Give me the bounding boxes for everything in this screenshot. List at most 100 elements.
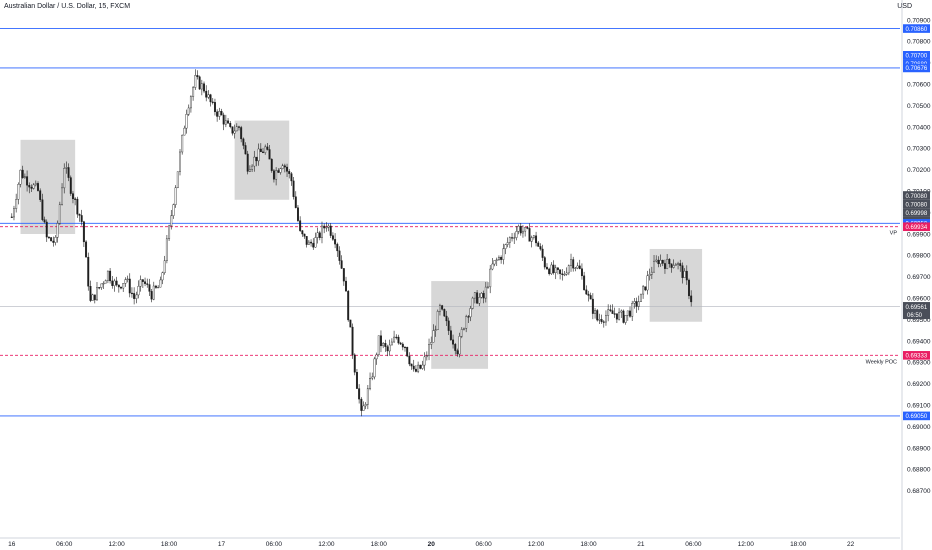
candle-body bbox=[539, 246, 542, 250]
candle-body bbox=[517, 225, 520, 232]
candle-body bbox=[596, 310, 599, 321]
level-price-badge: 0.70860 bbox=[906, 27, 928, 33]
candle-body bbox=[546, 266, 548, 270]
candle-body bbox=[624, 315, 627, 323]
candle-body bbox=[113, 280, 116, 286]
candle-body bbox=[589, 295, 592, 300]
candle-body bbox=[679, 263, 682, 266]
candle-body bbox=[609, 309, 612, 311]
candle-body bbox=[447, 320, 450, 331]
candle-body bbox=[325, 226, 328, 229]
candle-body bbox=[251, 165, 254, 170]
candle-body bbox=[314, 237, 317, 248]
candle-body bbox=[556, 267, 559, 270]
candle-body bbox=[222, 114, 225, 125]
candle-body bbox=[580, 268, 583, 277]
candle-body bbox=[246, 153, 249, 172]
time-tick-label: 18:00 bbox=[161, 541, 178, 548]
price-tick-label: 0.69700 bbox=[907, 274, 931, 281]
price-badge: 0.70080 bbox=[906, 194, 928, 200]
candle-body bbox=[120, 286, 122, 289]
candle-body bbox=[244, 145, 247, 155]
candle-body bbox=[570, 259, 572, 266]
candle-body bbox=[611, 310, 614, 314]
candle-body bbox=[196, 75, 199, 78]
candle-body bbox=[436, 311, 439, 330]
time-tick-label: 22 bbox=[847, 541, 855, 548]
candle-body bbox=[266, 146, 269, 150]
candle-body bbox=[672, 265, 675, 268]
price-tick-label: 0.69600 bbox=[907, 296, 931, 303]
candle-body bbox=[578, 265, 581, 269]
candle-body bbox=[106, 270, 109, 281]
candle-body bbox=[213, 102, 216, 113]
candle-body bbox=[491, 263, 494, 270]
candle-body bbox=[288, 171, 291, 174]
candle-body bbox=[489, 268, 492, 288]
candle-body bbox=[572, 259, 575, 269]
candle-body bbox=[39, 190, 42, 200]
candle-body bbox=[467, 316, 470, 318]
candle-body bbox=[115, 280, 118, 286]
candle-body bbox=[441, 305, 444, 310]
candle-body bbox=[179, 151, 181, 172]
candle-body bbox=[388, 344, 391, 352]
candle-body bbox=[23, 176, 26, 178]
candle-body bbox=[631, 303, 634, 317]
candle-body bbox=[286, 166, 289, 172]
candle-body bbox=[172, 204, 175, 216]
candle-body bbox=[233, 130, 236, 134]
candle-body bbox=[15, 199, 18, 209]
candle-body bbox=[639, 293, 642, 302]
candle-body bbox=[587, 293, 590, 296]
candle-body bbox=[559, 269, 562, 274]
candle-body bbox=[176, 171, 179, 188]
candle-body bbox=[89, 286, 92, 301]
candle-body bbox=[366, 388, 369, 405]
candle-body bbox=[607, 309, 610, 316]
candle-body bbox=[85, 241, 88, 258]
candle-body bbox=[622, 310, 625, 323]
candle-body bbox=[434, 329, 437, 331]
candle-body bbox=[141, 279, 144, 282]
candle-body bbox=[585, 289, 588, 295]
candle-body bbox=[329, 225, 332, 236]
level-price-badge-bg bbox=[903, 411, 930, 421]
candle-body bbox=[478, 297, 481, 304]
candle-body bbox=[469, 308, 472, 318]
candle-body bbox=[165, 238, 168, 261]
candle-body bbox=[576, 265, 579, 269]
candle-body bbox=[362, 405, 365, 411]
candle-body bbox=[663, 263, 666, 269]
candle-body bbox=[613, 313, 616, 315]
candle-body bbox=[155, 285, 157, 288]
candle-body bbox=[358, 388, 361, 400]
candle-body bbox=[152, 285, 155, 300]
candle-body bbox=[26, 176, 29, 186]
candle-body bbox=[414, 368, 417, 372]
candle-body bbox=[200, 83, 203, 90]
candle-body bbox=[438, 305, 441, 312]
candle-body bbox=[456, 350, 459, 355]
candle-body bbox=[307, 241, 310, 245]
price-tick-label: 0.70800 bbox=[907, 39, 931, 46]
candle-body bbox=[428, 344, 430, 356]
candle-body bbox=[163, 260, 166, 273]
highlight-box[interactable] bbox=[234, 120, 290, 200]
candle-body bbox=[54, 237, 57, 243]
price-tick-label: 0.70200 bbox=[907, 167, 931, 174]
candle-body bbox=[476, 292, 479, 304]
candle-body bbox=[111, 280, 114, 286]
candle-body bbox=[316, 232, 319, 238]
candle-body bbox=[122, 283, 125, 289]
candle-body bbox=[519, 225, 522, 234]
candle-body bbox=[220, 111, 223, 116]
candle-body bbox=[480, 293, 483, 298]
candle-body bbox=[45, 221, 48, 238]
candle-body bbox=[100, 283, 103, 288]
candle-body bbox=[615, 313, 618, 320]
candle-body bbox=[552, 264, 555, 274]
candle-body bbox=[203, 83, 205, 92]
candle-body bbox=[58, 204, 61, 224]
